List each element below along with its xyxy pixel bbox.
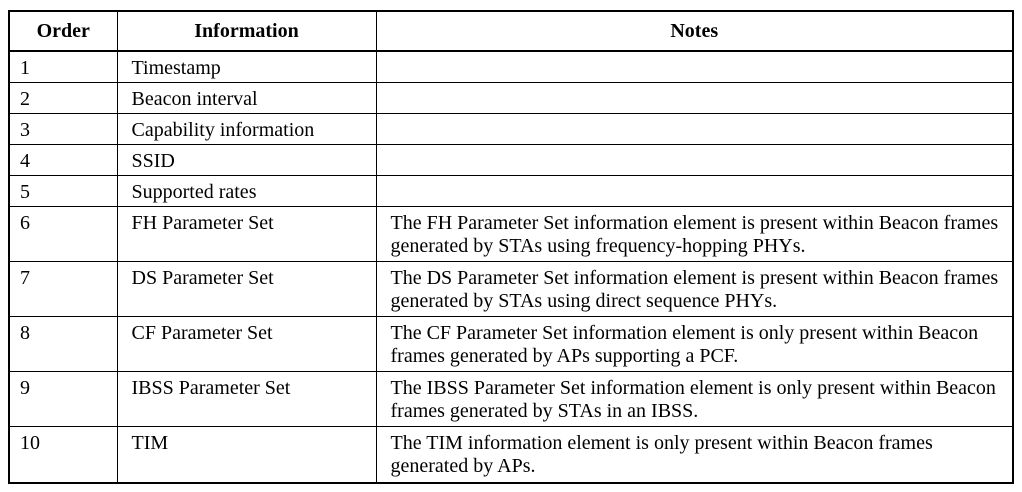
information-cell: Timestamp — [116, 50, 377, 84]
notes-cell: The FH Parameter Set information element… — [375, 206, 1012, 263]
notes-cell: The DS Parameter Set information element… — [375, 261, 1012, 318]
table-row: 4 SSID — [10, 144, 1012, 177]
table-row: 3 Capability information — [10, 113, 1012, 146]
information-cell: SSID — [116, 144, 377, 177]
header-order: Order — [10, 12, 118, 52]
table-row: 10 TIM The TIM information element is on… — [10, 426, 1012, 482]
notes-cell — [375, 175, 1012, 208]
information-cell: TIM — [116, 426, 377, 482]
information-cell: CF Parameter Set — [116, 316, 377, 373]
table-row: 5 Supported rates — [10, 175, 1012, 208]
order-cell: 7 — [10, 261, 118, 318]
notes-cell — [375, 113, 1012, 146]
notes-cell — [375, 50, 1012, 84]
information-cell: Beacon interval — [116, 82, 377, 115]
information-table: Order Information Notes 1 Timestamp 2 Be… — [10, 12, 1012, 482]
notes-cell — [375, 144, 1012, 177]
order-cell: 10 — [10, 426, 118, 482]
beacon-frame-body-table: Order Information Notes 1 Timestamp 2 Be… — [8, 10, 1014, 484]
information-cell: FH Parameter Set — [116, 206, 377, 263]
header-information: Information — [116, 12, 377, 52]
header-notes: Notes — [375, 12, 1012, 52]
order-cell: 4 — [10, 144, 118, 177]
table-header-row: Order Information Notes — [10, 12, 1012, 52]
notes-cell: The TIM information element is only pres… — [375, 426, 1012, 482]
table-row: 6 FH Parameter Set The FH Parameter Set … — [10, 206, 1012, 263]
order-cell: 3 — [10, 113, 118, 146]
information-cell: Supported rates — [116, 175, 377, 208]
order-cell: 9 — [10, 371, 118, 428]
information-cell: DS Parameter Set — [116, 261, 377, 318]
order-cell: 6 — [10, 206, 118, 263]
table-row: 2 Beacon interval — [10, 82, 1012, 115]
table-row: 1 Timestamp — [10, 50, 1012, 84]
order-cell: 2 — [10, 82, 118, 115]
information-cell: IBSS Parameter Set — [116, 371, 377, 428]
notes-cell: The CF Parameter Set information element… — [375, 316, 1012, 373]
order-cell: 5 — [10, 175, 118, 208]
table-row: 9 IBSS Parameter Set The IBSS Parameter … — [10, 371, 1012, 428]
table-row: 8 CF Parameter Set The CF Parameter Set … — [10, 316, 1012, 373]
notes-cell: The IBSS Parameter Set information eleme… — [375, 371, 1012, 428]
table-row: 7 DS Parameter Set The DS Parameter Set … — [10, 261, 1012, 318]
notes-cell — [375, 82, 1012, 115]
information-cell: Capability information — [116, 113, 377, 146]
order-cell: 1 — [10, 50, 118, 84]
order-cell: 8 — [10, 316, 118, 373]
